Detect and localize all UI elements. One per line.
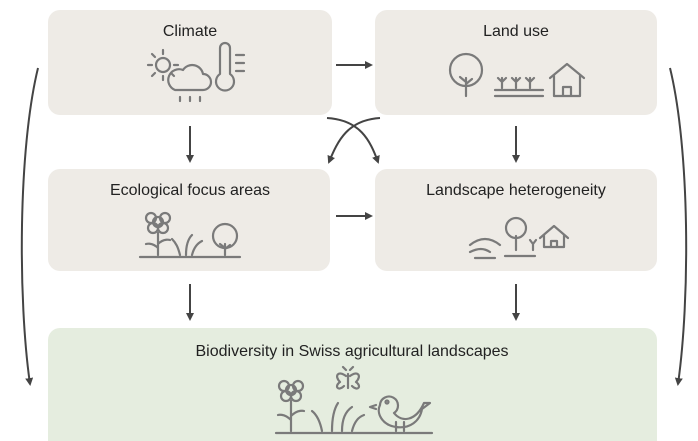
climate-icon xyxy=(146,41,246,103)
node-box xyxy=(375,169,657,271)
node-box xyxy=(48,10,332,115)
node-box xyxy=(48,169,330,271)
node-label: Ecological focus areas xyxy=(110,182,270,199)
node-label: Climate xyxy=(163,23,217,40)
land-use-icon xyxy=(448,52,586,98)
node-label: Land use xyxy=(483,23,549,40)
node-label: Landscape heterogeneity xyxy=(426,182,606,199)
arrows xyxy=(20,61,688,386)
node-box xyxy=(48,328,657,441)
node-box xyxy=(375,10,657,115)
node-label: Biodiversity in Swiss agricultural lands… xyxy=(195,343,508,360)
eco-icon xyxy=(138,211,242,259)
biodiversity-icon xyxy=(274,365,434,435)
landscape-icon xyxy=(468,216,570,260)
